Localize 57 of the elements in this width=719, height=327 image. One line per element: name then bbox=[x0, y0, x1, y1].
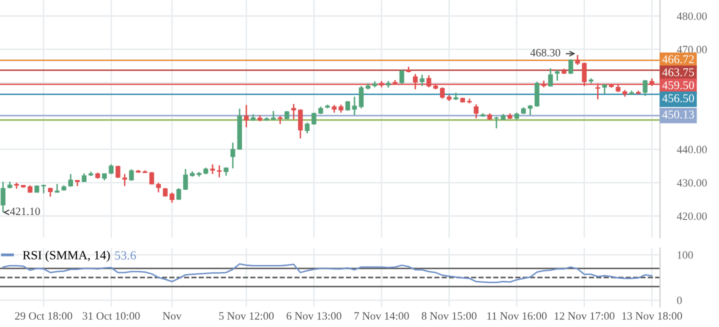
x-tick-label: Nov bbox=[162, 312, 182, 320]
x-tick-label: 11 Nov 16:00 bbox=[487, 312, 547, 320]
y-tick-label: 440.00 bbox=[676, 146, 707, 154]
x-tick-label: 7 Nov 14:00 bbox=[354, 312, 409, 320]
candlestick bbox=[494, 116, 499, 130]
ref-line-label: 459.50 bbox=[662, 81, 694, 90]
candlestick bbox=[156, 182, 161, 194]
x-tick-label: 5 Nov 12:00 bbox=[219, 312, 274, 320]
candlestick bbox=[358, 85, 364, 110]
candlestick bbox=[352, 96, 357, 116]
candlestick bbox=[304, 122, 310, 134]
y-tick-label: 100 bbox=[678, 251, 693, 259]
x-tick-label: 13 Nov 18:00 bbox=[622, 312, 682, 320]
x-tick-label: 29 Oct 18:00 bbox=[15, 312, 72, 320]
x-tick-label: 31 Oct 10:00 bbox=[82, 312, 140, 320]
candlestick bbox=[568, 58, 574, 75]
candlestick bbox=[440, 86, 445, 100]
candlestick bbox=[176, 188, 182, 201]
candlestick bbox=[68, 173, 74, 188]
candlestick bbox=[291, 103, 296, 120]
candlestick bbox=[230, 142, 236, 170]
candlestick bbox=[170, 192, 174, 204]
annotation: 468.30 bbox=[530, 48, 560, 56]
y-tick-label: 470.00 bbox=[676, 46, 707, 54]
candlestick bbox=[183, 168, 188, 191]
candlestick bbox=[149, 171, 154, 186]
candlestick bbox=[548, 68, 553, 88]
candlestick bbox=[244, 104, 249, 128]
y-tick-label: 0 bbox=[677, 296, 682, 304]
y-tick-label: 430.00 bbox=[676, 179, 707, 187]
candlestick bbox=[399, 69, 404, 85]
candlestick bbox=[210, 164, 215, 175]
annotation: 53.6 bbox=[115, 251, 136, 260]
candlestick bbox=[534, 80, 540, 108]
x-tick-label: 12 Nov 17:00 bbox=[554, 312, 614, 320]
line-series bbox=[2, 263, 653, 284]
x-tick-label: 6 Nov 13:00 bbox=[286, 312, 342, 320]
x-tick-label: 8 Nov 15:00 bbox=[422, 312, 476, 320]
candlestick bbox=[108, 164, 114, 175]
candlestick bbox=[602, 83, 607, 95]
y-tick-label: 480.00 bbox=[676, 12, 707, 20]
candlestick bbox=[420, 74, 424, 87]
ref-line-label: 450.13 bbox=[662, 110, 694, 119]
annotation: 421.10 bbox=[10, 208, 40, 216]
ref-line-label: 463.75 bbox=[662, 68, 694, 76]
legend-label: RSI (SMMA, 14) bbox=[22, 250, 110, 262]
ref-line-label: 456.50 bbox=[662, 94, 694, 102]
candlestick bbox=[41, 184, 46, 194]
ref-line-label: 466.72 bbox=[662, 55, 694, 64]
candlestick bbox=[528, 104, 533, 116]
candlestick bbox=[116, 164, 120, 179]
candlestick bbox=[474, 104, 479, 120]
candlestick bbox=[122, 173, 128, 187]
candlestick bbox=[642, 79, 648, 97]
y-tick-label: 420.00 bbox=[676, 212, 707, 220]
candlestick bbox=[298, 108, 303, 140]
candlestick bbox=[575, 54, 580, 66]
